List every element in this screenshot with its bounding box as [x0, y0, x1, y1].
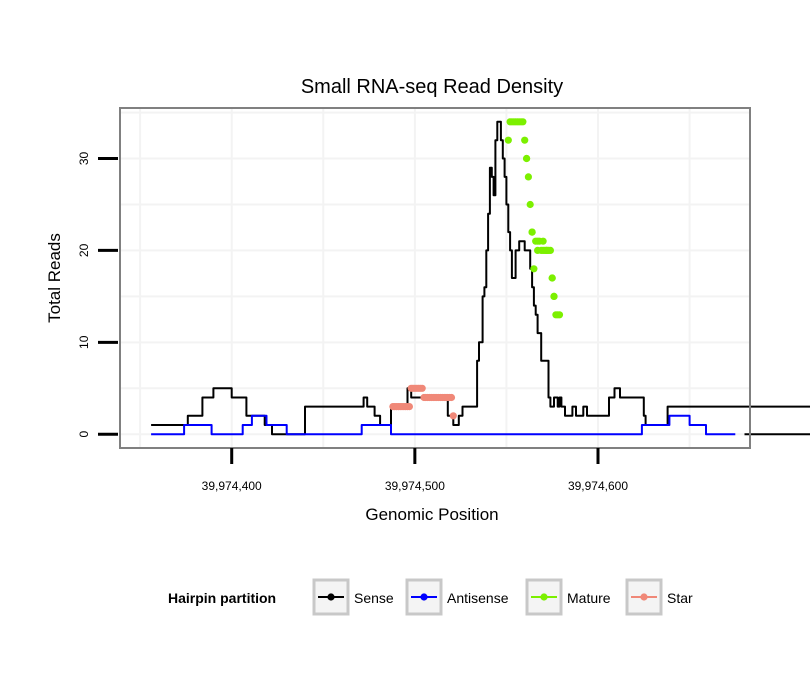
data-point-mature — [528, 228, 536, 236]
plot-panel — [119, 107, 810, 449]
x-axis: 39,974,400 39,974,500 39,974,600 — [202, 448, 628, 493]
x-axis-title: Genomic Position — [365, 505, 498, 524]
data-point-mature — [521, 136, 529, 144]
y-axis: 0 10 20 30 — [77, 152, 118, 438]
x-tick-label: 39,974,500 — [385, 479, 445, 493]
y-tick-label: 20 — [77, 243, 91, 257]
legend-item-star: Star — [625, 578, 693, 616]
data-point-mature — [523, 154, 531, 163]
x-tick-label: 39,974,400 — [202, 479, 262, 493]
data-point-mature — [519, 118, 527, 126]
data-point-mature — [548, 274, 556, 282]
legend-label: Mature — [567, 590, 611, 606]
data-point-star — [449, 412, 457, 420]
plot-border — [119, 107, 751, 449]
legend-item-sense: Sense — [312, 578, 394, 616]
data-point-mature — [555, 311, 564, 319]
data-point-star — [405, 403, 413, 411]
data-point-mature — [504, 136, 512, 144]
data-point-mature — [524, 173, 533, 181]
legend-label: Sense — [354, 590, 394, 606]
series-line-antisense — [151, 414, 736, 436]
legend-key-point — [540, 593, 548, 601]
data-point-mature — [550, 292, 558, 300]
plot-background — [120, 108, 750, 448]
y-tick-label: 10 — [77, 335, 91, 349]
series-layer — [151, 118, 810, 434]
data-point-star — [418, 384, 426, 392]
legend-item-antisense: Antisense — [405, 578, 509, 616]
legend-key-point — [640, 593, 648, 601]
data-point-mature — [539, 237, 547, 245]
legend-key-point — [327, 593, 335, 601]
legend-item-mature: Mature — [525, 578, 611, 616]
y-axis-title: Total Reads — [45, 233, 64, 323]
legend-key-point — [420, 593, 428, 601]
data-point-mature — [530, 265, 538, 273]
data-point-star — [447, 393, 456, 402]
legend-label: Star — [667, 590, 693, 606]
legend-title: Hairpin partition — [168, 590, 276, 606]
y-tick-label: 0 — [77, 431, 91, 438]
y-tick-label: 30 — [77, 152, 91, 166]
legend-label: Antisense — [447, 590, 509, 606]
x-tick-label: 39,974,600 — [568, 479, 628, 493]
chart-title: Small RNA-seq Read Density — [301, 76, 563, 98]
legend: Hairpin partition Sense Antisense Mature St… — [168, 578, 693, 616]
data-point-mature — [526, 200, 534, 209]
data-point-mature — [546, 246, 555, 254]
